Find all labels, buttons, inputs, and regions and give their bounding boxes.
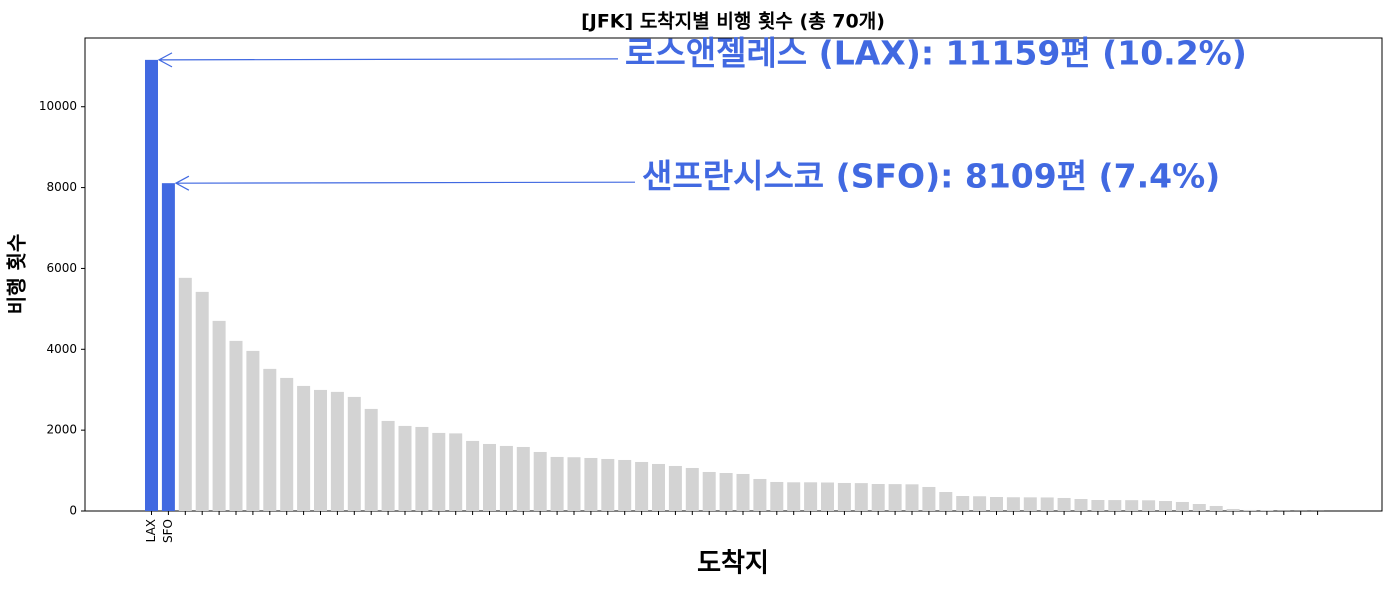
bar — [618, 459, 632, 511]
bar — [1142, 500, 1156, 511]
bar — [1091, 500, 1105, 511]
bar — [635, 461, 649, 511]
bar — [533, 451, 547, 511]
chart-title: [JFK] 도착지별 비행 횟수 (총 70개) — [581, 11, 885, 33]
bar — [939, 491, 953, 511]
bar — [415, 426, 429, 511]
bar — [753, 478, 767, 511]
bar — [1057, 497, 1071, 511]
bar — [584, 457, 598, 511]
bar — [956, 496, 970, 511]
bar — [263, 368, 277, 511]
bar — [364, 408, 378, 511]
bar — [432, 432, 446, 511]
bar — [821, 482, 834, 511]
bar — [398, 425, 412, 511]
bar — [719, 472, 733, 511]
bar — [601, 458, 615, 511]
bar — [330, 391, 344, 511]
x-tick-label: LAX — [144, 519, 158, 542]
y-tick-label: 4000 — [46, 342, 77, 356]
bar — [483, 443, 496, 511]
bar — [837, 482, 851, 511]
bar — [702, 471, 716, 511]
bar — [804, 482, 818, 511]
bar — [668, 465, 682, 511]
bar — [1108, 500, 1122, 511]
x-tick-label: SFO — [161, 519, 175, 543]
bar — [1175, 501, 1189, 511]
bar — [787, 482, 801, 511]
y-tick-label: 0 — [69, 504, 77, 518]
annotation-arrow — [174, 175, 636, 191]
bar — [1040, 497, 1054, 511]
bar — [1125, 500, 1139, 511]
plot-frame — [84, 37, 1383, 512]
bar — [246, 350, 260, 511]
bar — [1209, 505, 1223, 511]
x-axis-label: 도착지 — [697, 549, 769, 579]
bar — [1192, 504, 1206, 511]
bar — [195, 291, 209, 511]
bar — [871, 483, 885, 511]
bar — [922, 486, 936, 511]
bar — [1159, 501, 1172, 511]
bar — [466, 440, 480, 511]
bar — [685, 467, 699, 511]
bar — [161, 183, 175, 511]
bar — [229, 340, 243, 511]
bar — [516, 446, 530, 511]
bar — [1226, 508, 1240, 511]
bar — [990, 497, 1003, 511]
bar — [280, 377, 294, 511]
bar — [888, 484, 902, 511]
bar — [145, 59, 158, 512]
bar — [736, 473, 750, 511]
bar — [212, 320, 226, 511]
bar — [1006, 497, 1020, 511]
bar — [1074, 498, 1088, 511]
bar — [178, 277, 192, 511]
annotation-arrow — [157, 52, 619, 68]
bar — [905, 484, 919, 511]
annotation-text: 로스앤젤레스 (LAX): 11159편 (10.2%) — [625, 33, 1247, 72]
y-tick-label: 6000 — [46, 261, 77, 275]
bar — [297, 385, 311, 511]
y-axis-label: 비행 횟수 — [5, 234, 29, 315]
y-tick-label: 8000 — [46, 180, 77, 194]
y-tick-label: 10000 — [39, 99, 77, 113]
bar — [1243, 509, 1257, 511]
bar — [550, 456, 564, 511]
bar — [499, 445, 513, 511]
bar — [1023, 497, 1037, 511]
bar — [449, 433, 463, 511]
bar — [381, 420, 395, 511]
bar — [314, 389, 327, 511]
bar — [854, 483, 868, 511]
bar — [770, 481, 784, 511]
bar — [652, 463, 665, 511]
y-tick-label: 2000 — [46, 423, 77, 437]
bar — [347, 396, 361, 511]
annotation-text: 샌프란시스코 (SFO): 8109편 (7.4%) — [642, 157, 1220, 196]
bar — [973, 496, 987, 511]
bar — [567, 457, 581, 511]
